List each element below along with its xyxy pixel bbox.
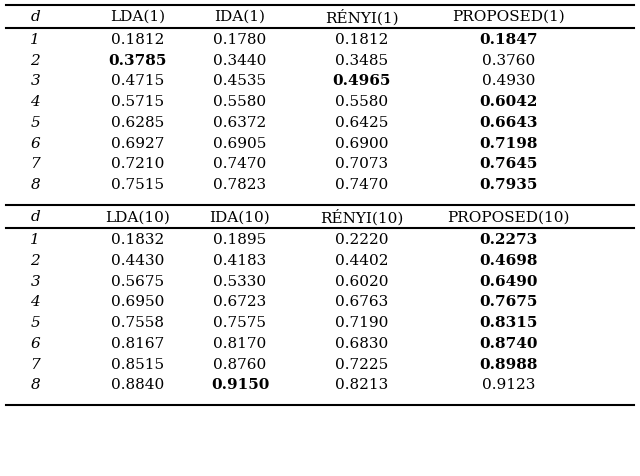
Text: d: d [30, 210, 40, 224]
Text: 0.3485: 0.3485 [335, 54, 388, 68]
Text: 0.7515: 0.7515 [111, 178, 164, 192]
Text: 0.6372: 0.6372 [213, 116, 267, 129]
Text: 0.1895: 0.1895 [213, 233, 267, 247]
Text: 0.7073: 0.7073 [335, 157, 388, 171]
Text: 0.7225: 0.7225 [335, 357, 388, 371]
Text: 0.5580: 0.5580 [213, 95, 267, 109]
Text: RÉNYI(10): RÉNYI(10) [320, 209, 403, 225]
Text: 0.3440: 0.3440 [213, 54, 267, 68]
Text: 0.4535: 0.4535 [213, 74, 267, 88]
Text: 0.7645: 0.7645 [479, 157, 538, 171]
Text: 0.6927: 0.6927 [111, 137, 164, 150]
Text: 0.1847: 0.1847 [479, 33, 538, 47]
Text: 8: 8 [30, 178, 40, 192]
Text: 0.4430: 0.4430 [111, 253, 164, 268]
Text: 0.3785: 0.3785 [108, 54, 167, 68]
Text: 0.2220: 0.2220 [335, 233, 388, 247]
Text: 2: 2 [30, 253, 40, 268]
Text: 0.6425: 0.6425 [335, 116, 388, 129]
Text: 0.4930: 0.4930 [482, 74, 536, 88]
Text: 3: 3 [30, 74, 40, 88]
Text: 1: 1 [30, 233, 40, 247]
Text: 0.6020: 0.6020 [335, 274, 388, 288]
Text: 5: 5 [30, 116, 40, 129]
Text: 0.6490: 0.6490 [479, 274, 538, 288]
Text: 0.8840: 0.8840 [111, 377, 164, 392]
Text: 4: 4 [30, 95, 40, 109]
Text: d: d [30, 10, 40, 24]
Text: 0.8740: 0.8740 [479, 336, 538, 350]
Text: 0.8515: 0.8515 [111, 357, 164, 371]
Text: 0.8213: 0.8213 [335, 377, 388, 392]
Text: 0.6763: 0.6763 [335, 295, 388, 309]
Text: 0.7190: 0.7190 [335, 316, 388, 329]
Text: 0.6643: 0.6643 [479, 116, 538, 129]
Text: 0.6900: 0.6900 [335, 137, 388, 150]
Text: 0.8315: 0.8315 [479, 316, 538, 329]
Text: 6: 6 [30, 137, 40, 150]
Text: 7: 7 [30, 357, 40, 371]
Text: LDA(1): LDA(1) [110, 10, 165, 24]
Text: 0.7823: 0.7823 [213, 178, 267, 192]
Text: 0.4715: 0.4715 [111, 74, 164, 88]
Text: 0.7470: 0.7470 [213, 157, 267, 171]
Text: LDA(10): LDA(10) [105, 210, 170, 224]
Text: 6: 6 [30, 336, 40, 350]
Text: 3: 3 [30, 274, 40, 288]
Text: 7: 7 [30, 157, 40, 171]
Text: 0.8170: 0.8170 [213, 336, 267, 350]
Text: 0.7675: 0.7675 [479, 295, 538, 309]
Text: 0.5330: 0.5330 [213, 274, 267, 288]
Text: 0.8167: 0.8167 [111, 336, 164, 350]
Text: RÉNYI(1): RÉNYI(1) [324, 9, 399, 25]
Text: 0.3760: 0.3760 [482, 54, 536, 68]
Text: 0.1812: 0.1812 [335, 33, 388, 47]
Text: 0.5715: 0.5715 [111, 95, 164, 109]
Text: 0.7198: 0.7198 [479, 137, 538, 150]
Text: 0.6042: 0.6042 [479, 95, 538, 109]
Text: 4: 4 [30, 295, 40, 309]
Text: 5: 5 [30, 316, 40, 329]
Text: 0.5675: 0.5675 [111, 274, 164, 288]
Text: 0.6905: 0.6905 [213, 137, 267, 150]
Text: 0.9150: 0.9150 [211, 377, 269, 392]
Text: 0.1832: 0.1832 [111, 233, 164, 247]
Text: 0.6950: 0.6950 [111, 295, 164, 309]
Text: PROPOSED(10): PROPOSED(10) [447, 210, 570, 224]
Text: 0.7575: 0.7575 [214, 316, 266, 329]
Text: 0.7210: 0.7210 [111, 157, 164, 171]
Text: PROPOSED(1): PROPOSED(1) [452, 10, 565, 24]
Text: 0.9123: 0.9123 [482, 377, 536, 392]
Text: 8: 8 [30, 377, 40, 392]
Text: 0.7558: 0.7558 [111, 316, 164, 329]
Text: 0.5580: 0.5580 [335, 95, 388, 109]
Text: 0.2273: 0.2273 [479, 233, 538, 247]
Text: 0.8760: 0.8760 [213, 357, 267, 371]
Text: 0.4402: 0.4402 [335, 253, 388, 268]
Text: 0.4183: 0.4183 [213, 253, 267, 268]
Text: 0.7935: 0.7935 [479, 178, 538, 192]
Text: 0.1780: 0.1780 [213, 33, 267, 47]
Text: 0.6285: 0.6285 [111, 116, 164, 129]
Text: IDA(1): IDA(1) [214, 10, 266, 24]
Text: 0.4965: 0.4965 [332, 74, 391, 88]
Text: 0.6830: 0.6830 [335, 336, 388, 350]
Text: 1: 1 [30, 33, 40, 47]
Text: 2: 2 [30, 54, 40, 68]
Text: 0.1812: 0.1812 [111, 33, 164, 47]
Text: 0.6723: 0.6723 [213, 295, 267, 309]
Text: 0.7470: 0.7470 [335, 178, 388, 192]
Text: 0.4698: 0.4698 [479, 253, 538, 268]
Text: 0.8988: 0.8988 [479, 357, 538, 371]
Text: IDA(10): IDA(10) [210, 210, 270, 224]
